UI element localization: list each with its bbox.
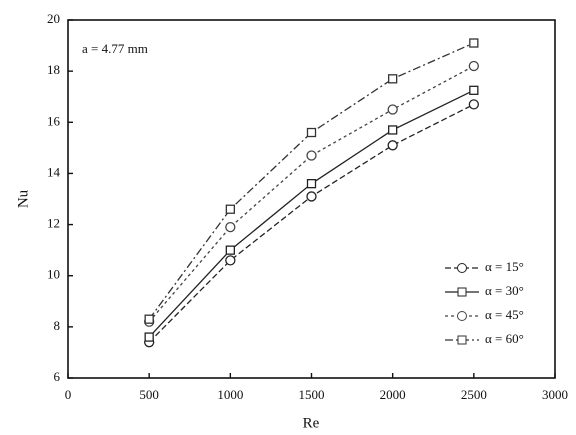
series-line [148,65,475,323]
legend-marker [457,335,467,345]
y-tick-label: 14 [47,164,61,179]
x-tick-label: 3000 [542,387,568,402]
marker [468,60,479,72]
series-line [148,42,475,320]
annotation: a = 4.77 mm [82,41,148,56]
y-tick-label: 6 [54,369,61,384]
marker [306,150,317,161]
marker [469,38,479,48]
y-axis-label: Nu [15,189,31,208]
marker [468,99,479,110]
legend-label: α = 15° [485,259,524,274]
x-tick-label: 500 [139,387,159,402]
marker [306,191,317,202]
marker [387,104,398,115]
marker [469,85,479,95]
y-tick-label: 16 [47,113,61,128]
x-tick-label: 1500 [299,387,325,402]
legend-marker [457,287,467,297]
y-tick-label: 12 [47,216,60,231]
legend-marker [457,263,467,273]
legend-label: α = 45° [485,307,524,322]
marker [225,221,236,233]
legend-marker [457,311,467,321]
marker [388,74,398,84]
marker [225,204,235,214]
marker [387,140,398,151]
x-axis-label: Re [303,415,320,431]
legend-label: α = 30° [485,283,524,298]
marker [144,314,154,324]
x-tick-label: 0 [65,387,72,402]
y-tick-label: 20 [47,11,60,26]
x-tick-label: 1000 [217,387,243,402]
y-tick-label: 10 [47,267,60,282]
marker [388,125,398,135]
x-tick-label: 2500 [461,387,487,402]
series-line [148,103,475,343]
marker [306,179,317,189]
x-tick-label: 2000 [380,387,406,402]
legend-label: α = 60° [485,331,524,346]
marker [144,332,154,342]
series-line [148,89,475,338]
marker [225,245,235,255]
y-tick-label: 18 [47,62,60,77]
marker [306,127,317,138]
y-tick-label: 8 [54,318,61,333]
marker [225,255,236,266]
